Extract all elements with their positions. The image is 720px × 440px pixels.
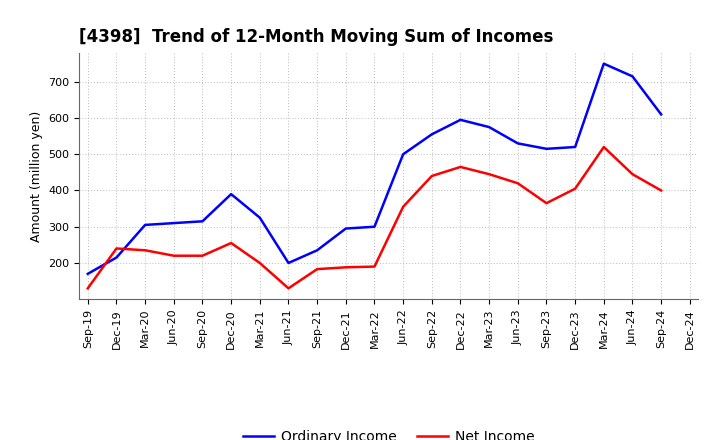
Net Income (198, 253, 207, 258)
Net Income (341, 265, 350, 270)
Ordinary Income (112, 255, 121, 260)
Ordinary Income (399, 152, 408, 157)
Ordinary Income (227, 191, 235, 197)
Ordinary Income (256, 215, 264, 220)
Net Income (399, 204, 408, 209)
Ordinary Income (428, 132, 436, 137)
Net Income (428, 173, 436, 179)
Ordinary Income (341, 226, 350, 231)
Ordinary Income (370, 224, 379, 229)
Y-axis label: Amount (million yen): Amount (million yen) (30, 110, 42, 242)
Line: Ordinary Income: Ordinary Income (88, 64, 661, 274)
Net Income (628, 172, 636, 177)
Net Income (169, 253, 178, 258)
Net Income (513, 180, 522, 186)
Ordinary Income (456, 117, 465, 122)
Net Income (370, 264, 379, 269)
Net Income (256, 260, 264, 266)
Net Income (112, 246, 121, 251)
Net Income (456, 164, 465, 169)
Ordinary Income (600, 61, 608, 66)
Ordinary Income (542, 146, 551, 151)
Ordinary Income (169, 220, 178, 226)
Net Income (84, 286, 92, 291)
Net Income (141, 248, 150, 253)
Ordinary Income (84, 271, 92, 276)
Net Income (485, 172, 493, 177)
Ordinary Income (657, 112, 665, 117)
Text: [4398]  Trend of 12-Month Moving Sum of Incomes: [4398] Trend of 12-Month Moving Sum of I… (79, 28, 554, 46)
Net Income (312, 267, 321, 272)
Net Income (227, 240, 235, 246)
Line: Net Income: Net Income (88, 147, 661, 288)
Net Income (542, 201, 551, 206)
Net Income (284, 286, 293, 291)
Ordinary Income (141, 222, 150, 227)
Ordinary Income (312, 248, 321, 253)
Net Income (657, 188, 665, 193)
Legend: Ordinary Income, Net Income: Ordinary Income, Net Income (238, 425, 540, 440)
Ordinary Income (513, 141, 522, 146)
Ordinary Income (198, 219, 207, 224)
Ordinary Income (485, 125, 493, 130)
Ordinary Income (284, 260, 293, 266)
Net Income (571, 186, 580, 191)
Net Income (600, 144, 608, 150)
Ordinary Income (571, 144, 580, 150)
Ordinary Income (628, 74, 636, 79)
